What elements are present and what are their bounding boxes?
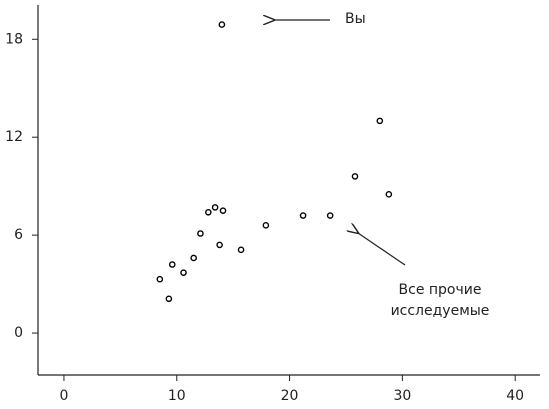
- point: [385, 191, 393, 198]
- x-tick-label: 40: [506, 388, 524, 404]
- x-tick-label: 20: [281, 388, 299, 404]
- point: [156, 275, 164, 283]
- y-tick-label: 12: [5, 129, 23, 145]
- x-tick-label: 10: [168, 388, 186, 404]
- point: [218, 21, 226, 28]
- point: [237, 246, 245, 254]
- y-tick-label: 0: [14, 325, 23, 341]
- point: [205, 208, 212, 216]
- point: [211, 204, 219, 211]
- point: [190, 254, 197, 262]
- annotation: исследуемые: [391, 303, 490, 319]
- point: [351, 173, 359, 180]
- annotation: Все прочие: [399, 282, 482, 298]
- point: [165, 295, 173, 303]
- point: [326, 212, 334, 219]
- point: [376, 117, 384, 125]
- point: [180, 269, 187, 276]
- annotation-arrow: [358, 233, 406, 266]
- x-tick-label: 30: [393, 388, 411, 404]
- point: [197, 230, 204, 237]
- y-tick-label: 18: [5, 31, 23, 47]
- y-tick-label: 6: [14, 227, 23, 243]
- x-tick-label: 0: [59, 388, 68, 404]
- point: [299, 212, 307, 219]
- point: [168, 261, 176, 268]
- point: [216, 241, 223, 249]
- point: [262, 222, 270, 229]
- annotation: Вы: [345, 11, 366, 27]
- point: [219, 207, 227, 214]
